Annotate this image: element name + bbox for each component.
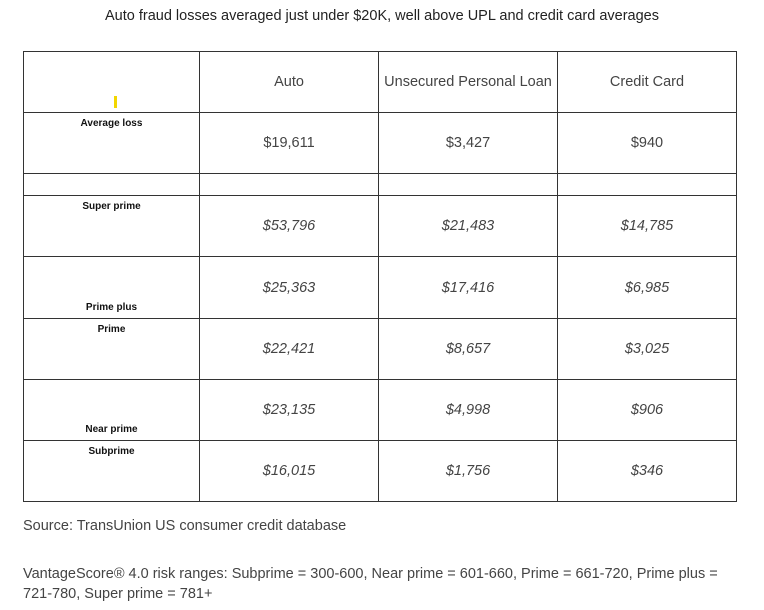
row-label: Prime plus — [23, 256, 200, 319]
row-label: Near prime — [23, 379, 200, 441]
value-cell: $25,363 — [199, 256, 379, 319]
row-label: Average loss — [23, 112, 200, 174]
value-cell: $14,785 — [557, 195, 737, 257]
value-cell: $3,025 — [557, 318, 737, 380]
value-cell: $346 — [557, 440, 737, 502]
value-cell — [557, 173, 737, 196]
value-cell: $906 — [557, 379, 737, 441]
row-label: Subprime — [23, 440, 200, 502]
value-cell: $6,985 — [557, 256, 737, 319]
source: Source: TransUnion US consumer credit da… — [23, 518, 347, 534]
value-cell: $1,756 — [378, 440, 558, 502]
title: Auto fraud losses averaged just under $2… — [104, 8, 660, 24]
cursor-mark — [114, 96, 117, 108]
value-cell: $21,483 — [378, 195, 558, 257]
value-cell: $17,416 — [378, 256, 558, 319]
value-cell: $19,611 — [199, 112, 379, 174]
row-label — [23, 173, 200, 196]
value-cell: $4,998 — [378, 379, 558, 441]
header-cell: Unsecured Personal Loan — [378, 51, 558, 113]
row-label: Prime — [23, 318, 200, 380]
value-cell — [199, 173, 379, 196]
header-cell — [23, 51, 200, 113]
value-cell: $23,135 — [199, 379, 379, 441]
value-cell: $53,796 — [199, 195, 379, 257]
value-cell: $3,427 — [378, 112, 558, 174]
value-cell: $940 — [557, 112, 737, 174]
note: VantageScore® 4.0 risk ranges: Subprime … — [23, 566, 718, 602]
value-cell: $8,657 — [378, 318, 558, 380]
data-table: Auto Unsecured Personal Loan Credit Card Av… — [23, 51, 737, 502]
value-cell: $16,015 — [199, 440, 379, 502]
value-cell — [378, 173, 558, 196]
header-cell: Auto — [199, 51, 379, 113]
row-label: Super prime — [23, 195, 200, 257]
value-cell: $22,421 — [199, 318, 379, 380]
header-cell: Credit Card — [557, 51, 737, 113]
